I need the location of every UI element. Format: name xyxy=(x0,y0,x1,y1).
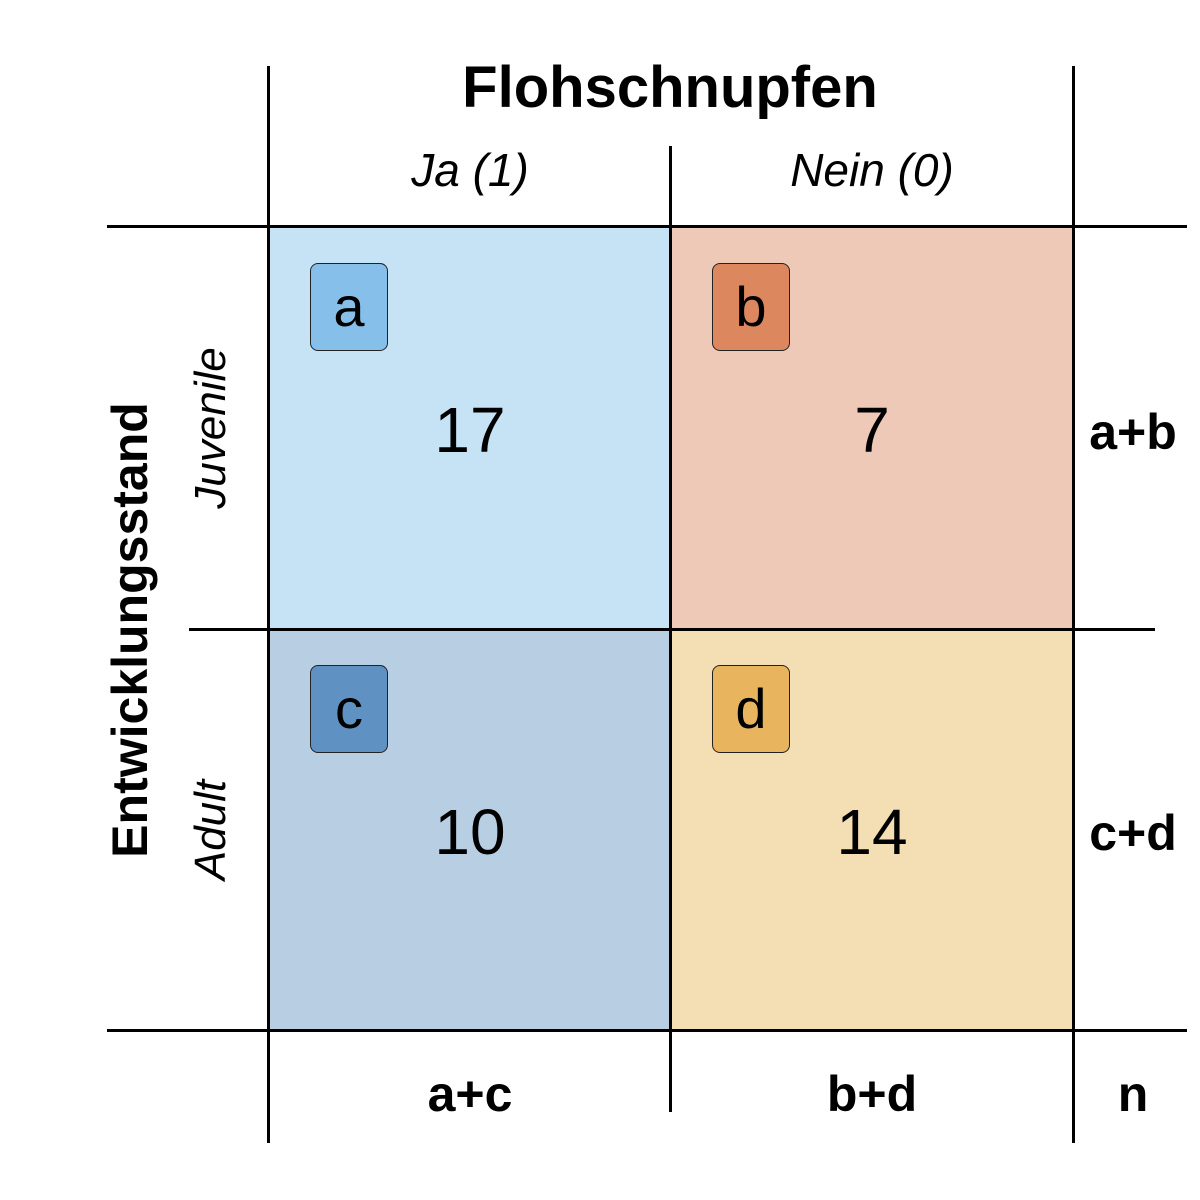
badge-a: a xyxy=(310,263,388,351)
count-d: 14 xyxy=(836,796,908,868)
column-header-yes: Ja (1) xyxy=(411,144,529,196)
row-total-adult: c+d xyxy=(1089,805,1177,861)
count-a: 17 xyxy=(434,394,506,466)
count-c: 10 xyxy=(434,796,506,868)
badge-c: c xyxy=(310,665,388,753)
badge-d: d xyxy=(712,665,790,753)
grid-line-bottom xyxy=(107,1029,1187,1032)
badge-b: b xyxy=(712,263,790,351)
row-header-adult: Adult xyxy=(186,779,235,881)
row-header-juvenile: Juvenile xyxy=(186,347,235,509)
grid-line-center xyxy=(189,628,1155,631)
column-header-no: Nein (0) xyxy=(790,144,954,196)
column-variable-title: Flohschnupfen xyxy=(462,55,878,120)
grand-total: n xyxy=(1117,1066,1149,1122)
col-total-no: b+d xyxy=(826,1066,918,1122)
grid-line-left xyxy=(267,66,270,1143)
col-total-yes: a+c xyxy=(427,1066,513,1122)
grid-line-top xyxy=(107,225,1187,228)
grid-line-right xyxy=(1072,66,1075,1143)
row-total-juvenile: a+b xyxy=(1089,404,1177,460)
count-b: 7 xyxy=(854,394,890,466)
row-variable-title: Entwicklungsstand xyxy=(102,402,158,858)
